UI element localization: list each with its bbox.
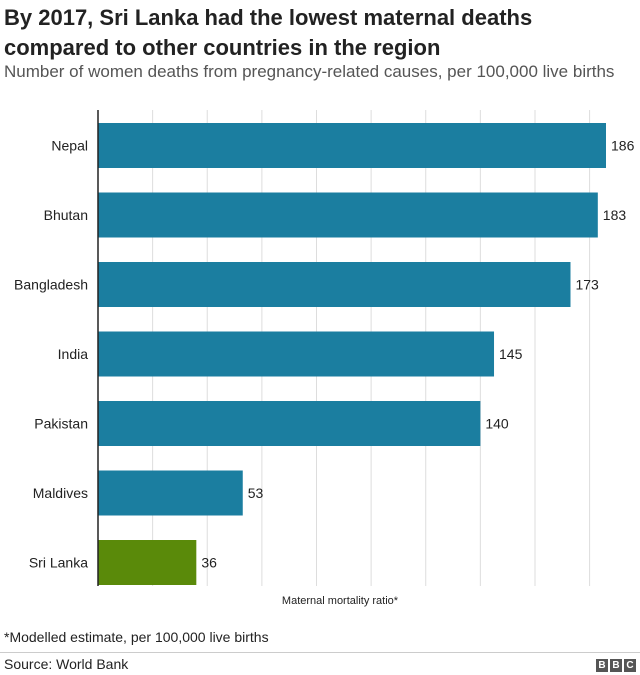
chart-title: By 2017, Sri Lanka had the lowest matern… <box>4 5 533 60</box>
value-label: 183 <box>603 207 627 223</box>
category-label: Sri Lanka <box>29 555 88 571</box>
bar-bangladesh <box>98 262 571 307</box>
value-label: 140 <box>485 416 509 432</box>
chart-subtitle: Number of women deaths from pregnancy-re… <box>4 62 615 81</box>
bar-sri-lanka <box>98 540 197 585</box>
value-label: 173 <box>575 277 599 293</box>
logo-letter: C <box>624 659 636 672</box>
bar-maldives <box>98 470 243 516</box>
value-label: 36 <box>201 555 217 571</box>
bar-pakistan <box>98 401 481 446</box>
category-label: Nepal <box>51 138 88 154</box>
source-text: Source: World Bank <box>4 656 129 672</box>
footer-divider <box>0 652 640 653</box>
bar-bhutan <box>98 192 598 238</box>
category-label: India <box>58 346 89 362</box>
footnote: *Modelled estimate, per 100,000 live bir… <box>4 629 269 645</box>
logo-letter: B <box>610 659 622 672</box>
bar-chart: Nepal 186 Bhutan 183 Bangladesh 173 India 145 Pa… <box>14 110 635 586</box>
category-label: Maldives <box>33 485 88 501</box>
logo-letter: B <box>596 659 608 672</box>
value-label: 186 <box>611 138 635 154</box>
category-label: Bhutan <box>44 207 88 223</box>
value-label: 145 <box>499 346 523 362</box>
bar-india <box>98 331 495 377</box>
value-label: 53 <box>248 485 264 501</box>
category-label: Bangladesh <box>14 277 88 293</box>
bar-nepal <box>98 123 606 168</box>
category-label: Pakistan <box>34 416 88 432</box>
x-axis-label: Maternal mortality ratio* <box>281 595 399 607</box>
bbc-logo: B B C <box>596 659 636 672</box>
